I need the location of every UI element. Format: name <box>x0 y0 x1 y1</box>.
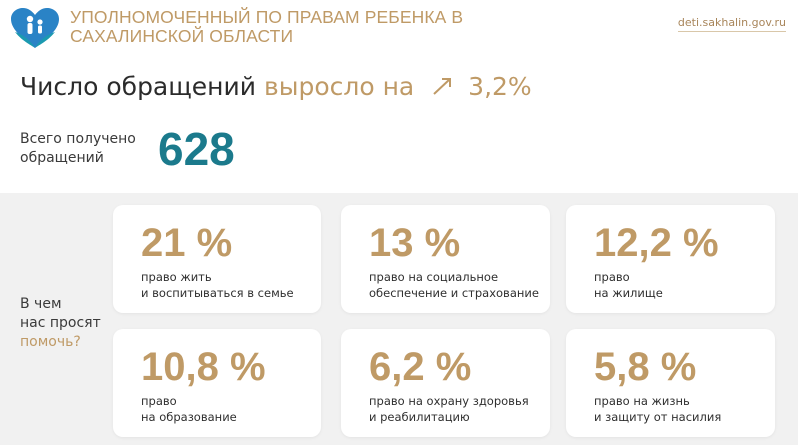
category-description-line2: и воспитываться в семье <box>141 286 294 300</box>
trend-up-arrow-icon <box>433 78 452 95</box>
category-description: право на образование <box>141 393 331 425</box>
help-question-line3: помочь? <box>20 334 81 350</box>
header: УПОЛНОМОЧЕННЫЙ ПО ПРАВАМ РЕБЕНКА В САХАЛ… <box>0 0 798 64</box>
site-link[interactable]: deti.sakhalin.gov.ru <box>677 16 786 32</box>
title-part2: выросло на <box>263 72 415 101</box>
total-label: Всего получено обращений <box>20 130 150 168</box>
category-card-education: 10,8 % право на образование <box>113 329 321 437</box>
total-value: 628 <box>158 123 235 175</box>
title-part1: Число обращений <box>20 72 257 101</box>
growth-value: 3,2% <box>468 72 532 101</box>
category-card-family: 21 % право жить и воспитываться в семье <box>113 205 321 313</box>
category-description-line2: на жилище <box>594 286 663 300</box>
category-description-line1: право на социальное <box>369 270 499 284</box>
organization-name-line1: УПОЛНОМОЧЕННЫЙ ПО ПРАВАМ РЕБЕНКА В <box>70 7 464 27</box>
category-description-line1: право жить <box>141 270 212 284</box>
category-card-social: 13 % право на социальное обеспечение и с… <box>341 205 550 313</box>
category-description-line1: право на жизнь <box>594 394 690 408</box>
help-question-line2: нас просят <box>20 315 101 331</box>
category-card-health: 6,2 % право на охрану здоровья и реабили… <box>341 329 550 437</box>
category-percent: 21 % <box>141 221 233 265</box>
category-description: право жить и воспитываться в семье <box>141 269 331 301</box>
organization-name-line2: САХАЛИНСКОЙ ОБЛАСТИ <box>70 26 294 46</box>
category-card-housing: 12,2 % право на жилище <box>566 205 775 313</box>
total-label-line2: обращений <box>20 150 104 166</box>
category-description: право на жилище <box>594 269 784 301</box>
category-description-line1: право <box>141 394 177 408</box>
help-question-line1: В чем <box>20 296 62 312</box>
category-percent: 10,8 % <box>141 345 266 389</box>
category-description-line2: и защиту от насилия <box>594 410 722 424</box>
category-description-line2: обеспечение и страхование <box>369 286 539 300</box>
heart-family-icon <box>11 8 59 48</box>
category-description-line1: право <box>594 270 630 284</box>
organization-name: УПОЛНОМОЧЕННЫЙ ПО ПРАВАМ РЕБЕНКА В САХАЛ… <box>70 8 490 46</box>
category-description-line1: право на охрану здоровья <box>369 394 529 408</box>
category-percent: 5,8 % <box>594 345 697 389</box>
category-description-line2: и реабилитацию <box>369 410 470 424</box>
category-description: право на социальное обеспечение и страхо… <box>369 269 559 301</box>
help-question: В чем нас просят помочь? <box>20 295 110 352</box>
category-percent: 6,2 % <box>369 345 472 389</box>
category-percent: 13 % <box>369 221 461 265</box>
category-description: право на жизнь и защиту от насилия <box>594 393 784 425</box>
category-card-protection: 5,8 % право на жизнь и защиту от насилия <box>566 329 775 437</box>
category-percent: 12,2 % <box>594 221 719 265</box>
page-title: Число обращений выросло на 3,2% <box>20 72 532 102</box>
total-label-line1: Всего получено <box>20 131 136 147</box>
category-description: право на охрану здоровья и реабилитацию <box>369 393 559 425</box>
category-description-line2: на образование <box>141 410 237 424</box>
